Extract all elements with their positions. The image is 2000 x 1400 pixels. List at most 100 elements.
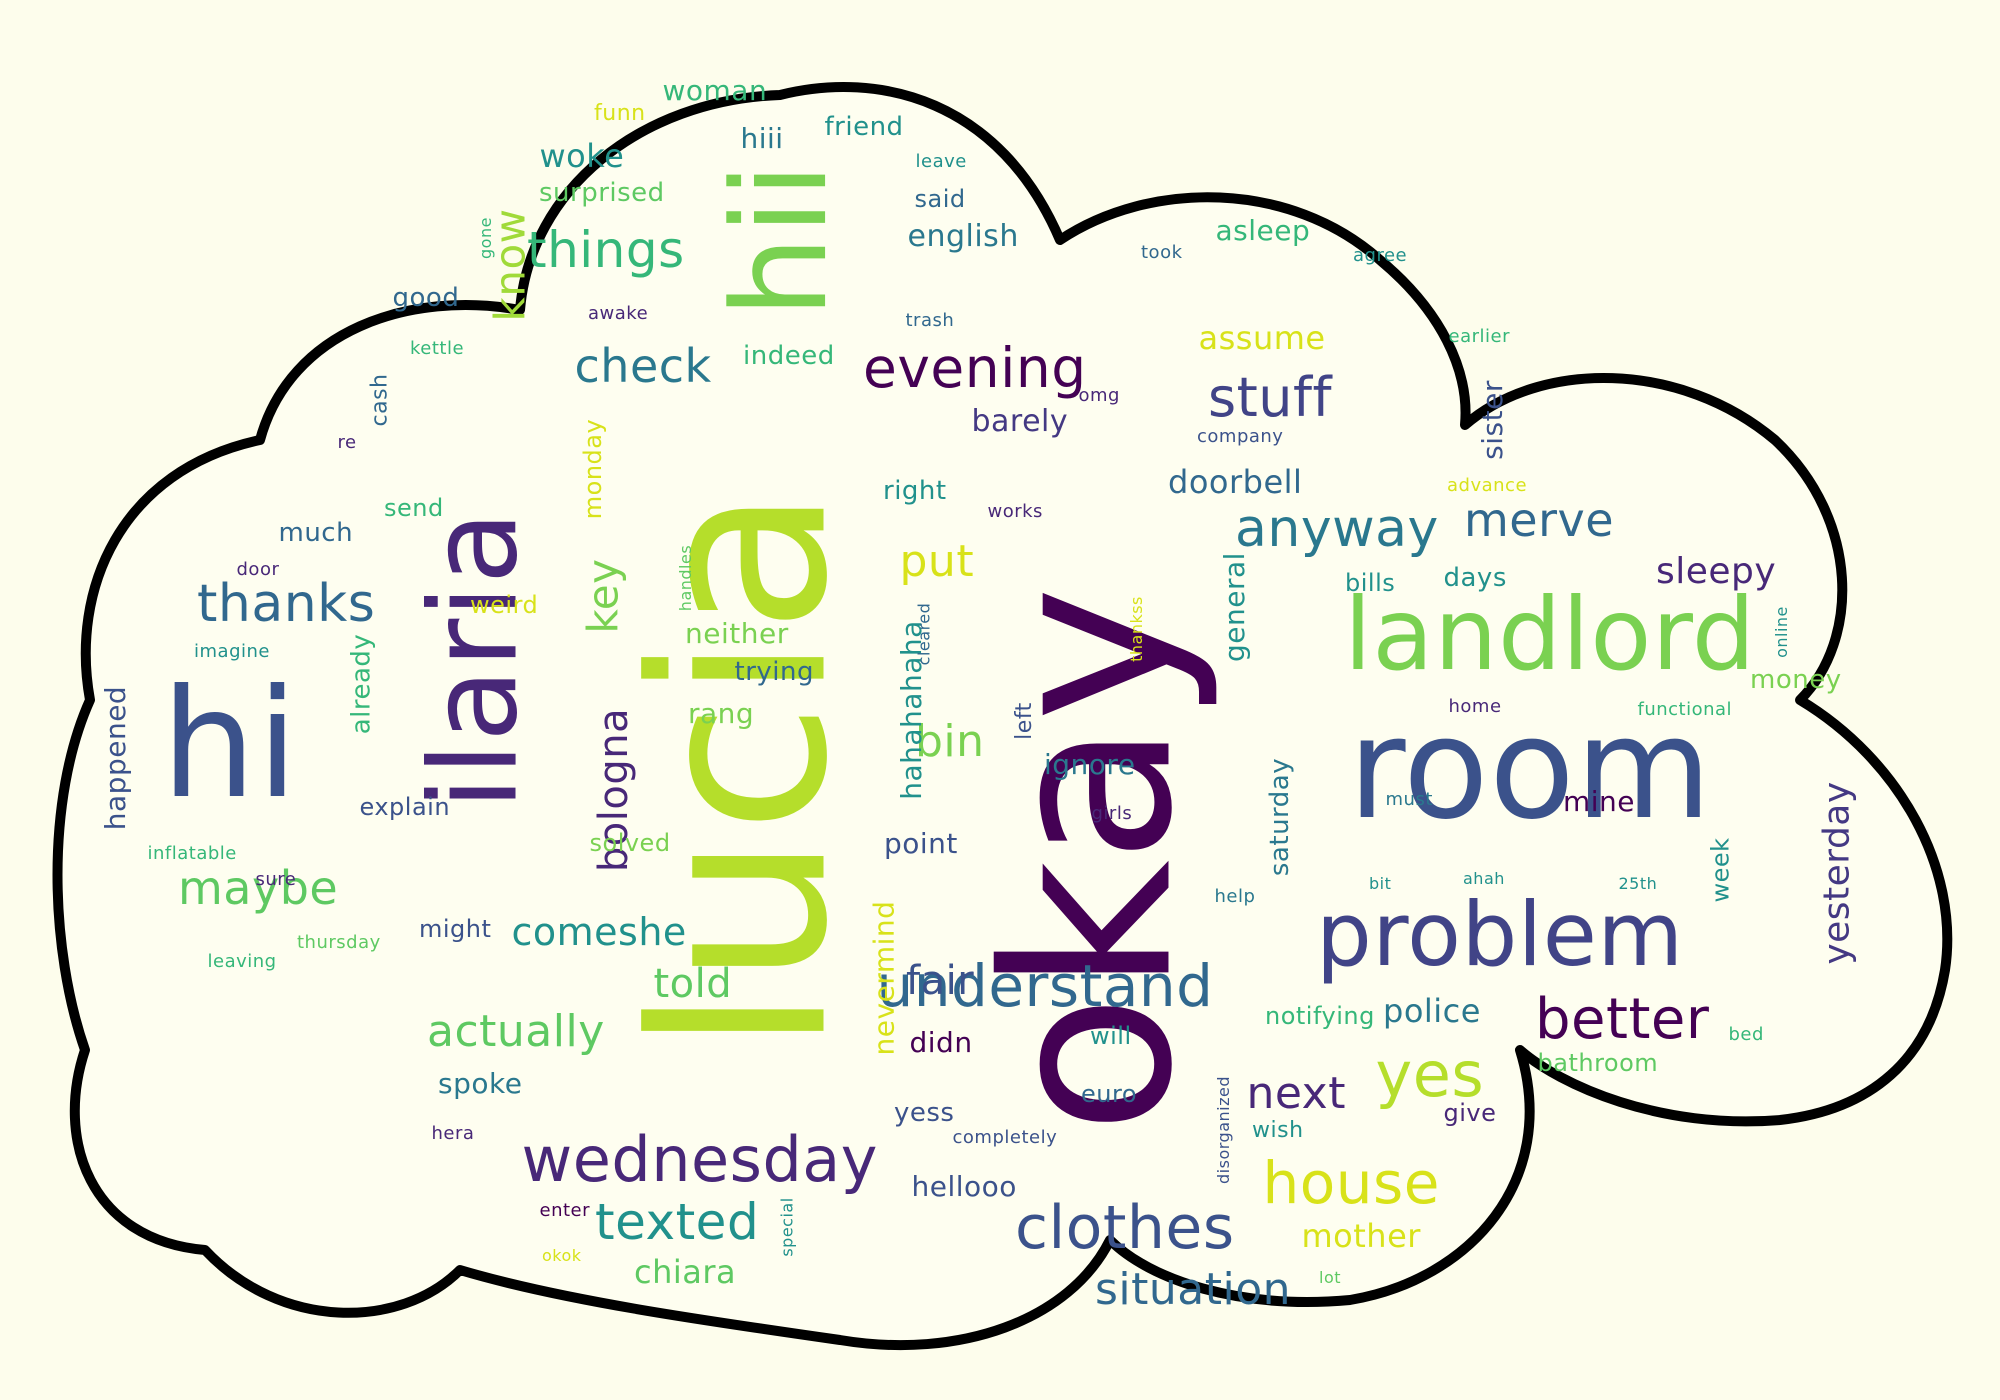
word-enter: enter (539, 1200, 591, 1221)
word-bit: bit (1369, 874, 1392, 893)
word-imagine: imagine (194, 641, 270, 662)
word-25th: 25th (1618, 874, 1658, 893)
word-point: point (884, 827, 958, 860)
word-next: next (1246, 1068, 1346, 1119)
word-ilaria: ilaria (405, 510, 545, 810)
word-cleared: cleared (913, 602, 933, 666)
word-actually: actually (427, 1006, 605, 1057)
word-said: said (914, 185, 966, 213)
word-trying: trying (734, 657, 814, 687)
word-neither: neither (685, 617, 789, 650)
word-lot: lot (1319, 1268, 1342, 1287)
word-friend: friend (824, 112, 904, 142)
word-happened: happened (99, 685, 133, 831)
word-okay: okay (955, 585, 1223, 1135)
word-woman: woman (662, 74, 768, 107)
word-rang: rang (688, 697, 755, 730)
word-room: room (1348, 688, 1713, 851)
word-sleepy: sleepy (1656, 551, 1777, 592)
word-assume: assume (1198, 319, 1326, 357)
word-thursday: thursday (297, 932, 381, 953)
word-sure: sure (255, 869, 297, 890)
word-weird: weird (470, 591, 539, 619)
word-bed: bed (1728, 1024, 1764, 1045)
word-woke: woke (539, 137, 625, 175)
word-hi: hi (161, 658, 299, 832)
word-know: know (485, 208, 534, 322)
word-must: must (1385, 789, 1433, 810)
word-problem: problem (1316, 883, 1684, 986)
word-stuff: stuff (1208, 366, 1333, 429)
word-days: days (1443, 563, 1507, 593)
word-nevermind: nevermind (866, 900, 900, 1056)
word-wish: wish (1252, 1118, 1304, 1143)
word-saturday: saturday (1265, 757, 1296, 877)
word-chiara: chiara (634, 1253, 737, 1291)
word-disorganized: disorganized (1213, 1076, 1233, 1184)
word-company: company (1197, 426, 1284, 447)
word-awake: awake (588, 303, 649, 324)
word-okok: okok (542, 1246, 582, 1265)
word-key: key (578, 558, 628, 634)
word-special: special (777, 1197, 797, 1257)
word-yesterday: yesterday (1816, 781, 1858, 965)
word-kettle: kettle (410, 338, 465, 359)
word-asleep: asleep (1215, 214, 1311, 247)
word-send: send (384, 494, 444, 522)
word-home: home (1448, 696, 1502, 717)
word-give: give (1443, 1099, 1497, 1127)
word-anyway: anyway (1235, 499, 1439, 559)
word-police: police (1383, 992, 1481, 1030)
word-indeed: indeed (743, 341, 835, 371)
word-landlord: landlord (1344, 576, 1756, 693)
word-didn: didn (909, 1026, 973, 1059)
word-english: english (907, 219, 1019, 254)
word-euro: euro (1081, 1080, 1137, 1108)
word-ignore: ignore (1044, 748, 1136, 781)
word-online: online (1771, 606, 1791, 658)
word-gone: gone (475, 217, 495, 259)
word-ahah: ahah (1463, 869, 1505, 888)
word-completely: completely (952, 1127, 1058, 1148)
word-bin: bin (915, 716, 985, 767)
word-merve: merve (1464, 493, 1615, 547)
word-girls: girls (1091, 803, 1133, 824)
word-surprised: surprised (539, 178, 665, 208)
word-leave: leave (915, 151, 967, 172)
word-spoke: spoke (438, 1067, 523, 1100)
word-re: re (337, 432, 357, 453)
word-barely: barely (971, 404, 1069, 439)
word-left: left (1011, 702, 1037, 740)
word-omg: omg (1078, 385, 1120, 406)
word-hera: hera (431, 1123, 475, 1144)
word-yes: yes (1375, 1038, 1485, 1111)
word-wednesday: wednesday (521, 1123, 878, 1196)
word-might: might (419, 915, 492, 943)
word-general: general (1217, 552, 1251, 662)
word-understand: understand (876, 952, 1214, 1020)
word-functional: functional (1637, 699, 1733, 720)
word-help: help (1214, 886, 1256, 907)
word-earlier: earlier (1448, 326, 1510, 347)
word-will: will (1090, 1022, 1132, 1050)
word-right: right (883, 476, 947, 506)
word-bathroom: bathroom (1537, 1049, 1659, 1077)
word-works: works (987, 501, 1043, 522)
word-doorbell: doorbell (1168, 463, 1303, 501)
word-situation: situation (1095, 1264, 1292, 1315)
word-house: house (1262, 1149, 1440, 1217)
word-hellooo: hellooo (911, 1170, 1017, 1203)
word-notifying: notifying (1265, 1002, 1375, 1030)
word-explain: explain (359, 793, 451, 821)
cloud-outline (52, 82, 1953, 1351)
word-handles: handles (676, 544, 696, 612)
word-monday: monday (579, 418, 608, 520)
word-agree: agree (1353, 245, 1408, 266)
word-yess: yess (894, 1098, 955, 1128)
word-took: took (1141, 242, 1183, 263)
word-bills: bills (1345, 569, 1396, 597)
word-things: things (527, 221, 685, 279)
word-inflatable: inflatable (147, 843, 237, 864)
word-solved: solved (589, 829, 671, 857)
